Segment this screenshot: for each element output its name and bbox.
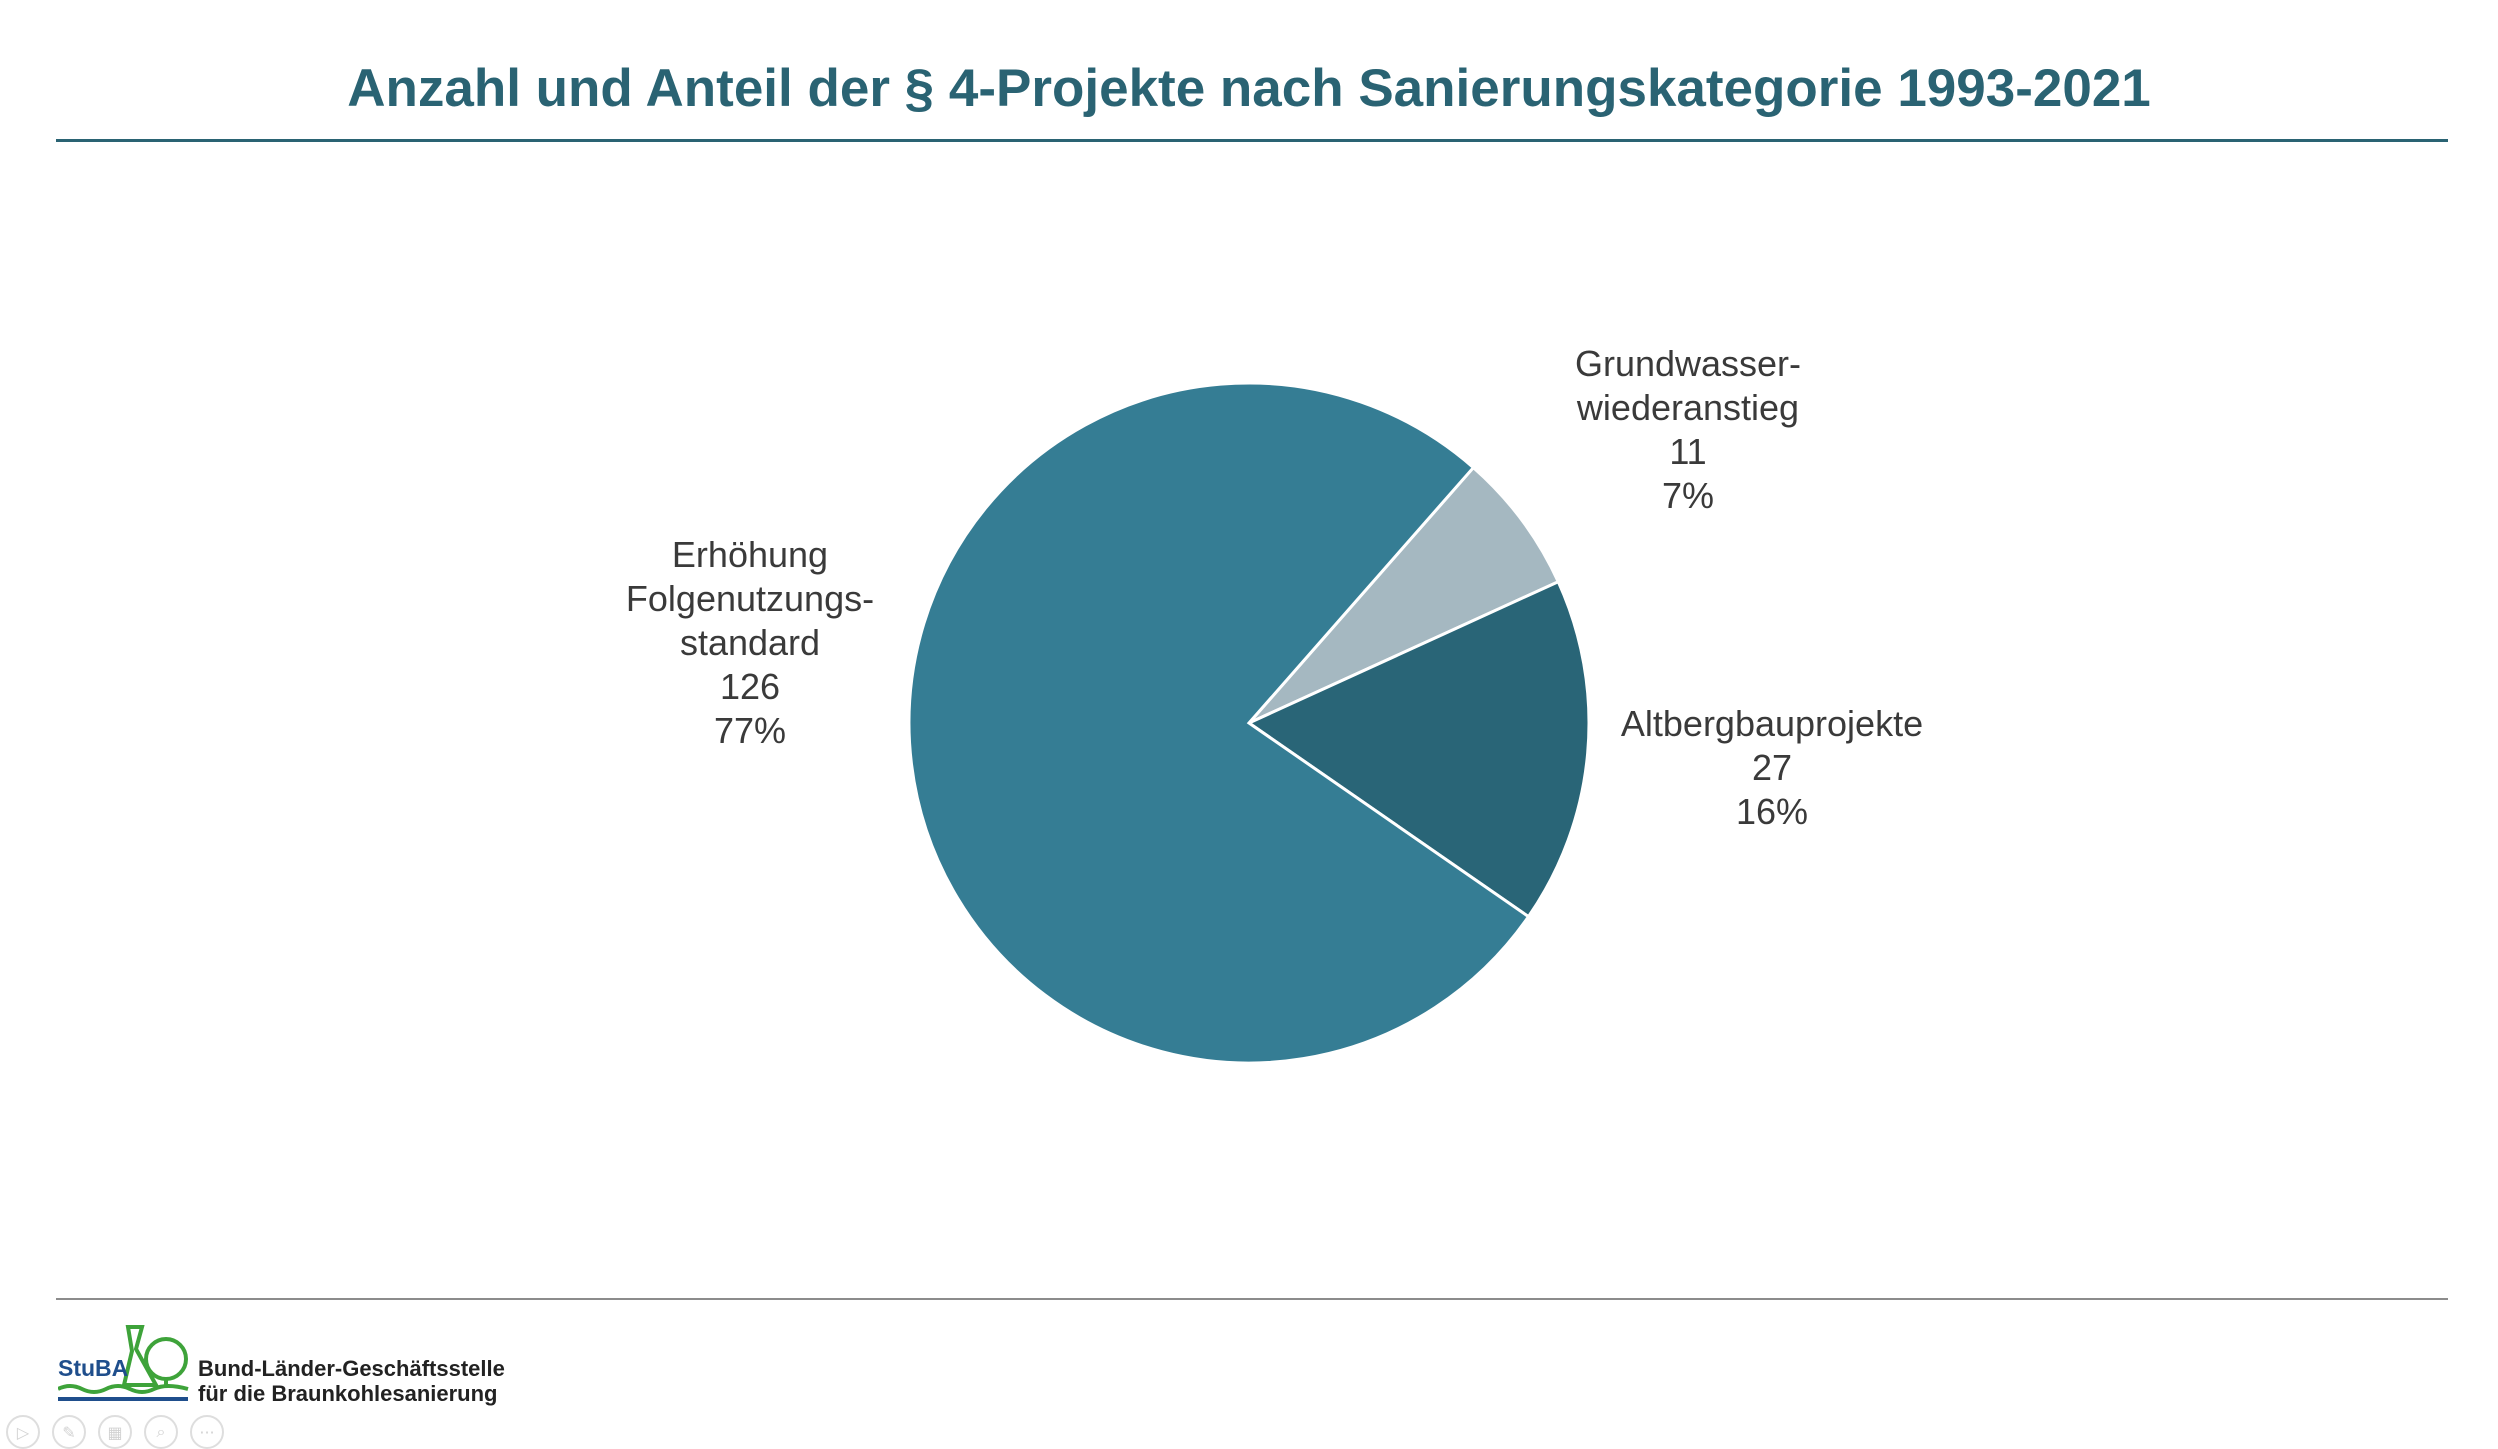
slice-percent-text: 77% [714,710,786,751]
slideshow-controls: ▷ ✎ ▦ ⌕ ··· [6,1415,224,1449]
slice-label-1: Altbergbauprojekte 27 16% [1621,703,1923,832]
slice-category-text: Altbergbauprojekte [1621,703,1923,744]
slice-count-text: 27 [1752,747,1792,788]
slice-category-text: Grundwasser- [1575,343,1801,384]
org-name-line1: Bund-Länder-Geschäftsstelle [198,1356,505,1381]
footer-divider [56,1298,2448,1300]
pie-chart: Grundwasser-wiederanstieg 11 7% Altbergbaup… [626,343,1923,1065]
title-divider [56,139,2448,142]
slice-label-0: Grundwasser-wiederanstieg 11 7% [1575,343,1801,516]
org-name-line2: für die Braunkohlesanierung [198,1381,498,1406]
stuba-logo-icon [58,1325,189,1401]
slice-percent-text: 16% [1736,791,1808,832]
stuba-logo: StuBA Bund-Länder-Geschäftsstelle für di… [58,1325,518,1406]
slice-category-text: Erhöhung [672,534,828,575]
slice-label-2: Erhöhung Folgenutzungs-standard 126 77% [626,534,874,751]
slice-count-text: 126 [720,666,780,707]
pie-slice-0 [1247,465,1561,725]
slice-category-text: Folgenutzungs- [626,578,874,619]
slice-category-text: wiederanstieg [1576,387,1799,428]
slice-category-text: standard [680,622,820,663]
slice-percent-text: 7% [1662,475,1714,516]
slice-count-text: 11 [1669,431,1706,472]
pie-slice-2 [907,381,1531,1065]
pie-slice-1 [1245,579,1591,919]
chart-title: Anzahl und Anteil der § 4-Projekte nach … [347,59,2151,118]
logo-abbreviation: StuBA [58,1355,129,1381]
